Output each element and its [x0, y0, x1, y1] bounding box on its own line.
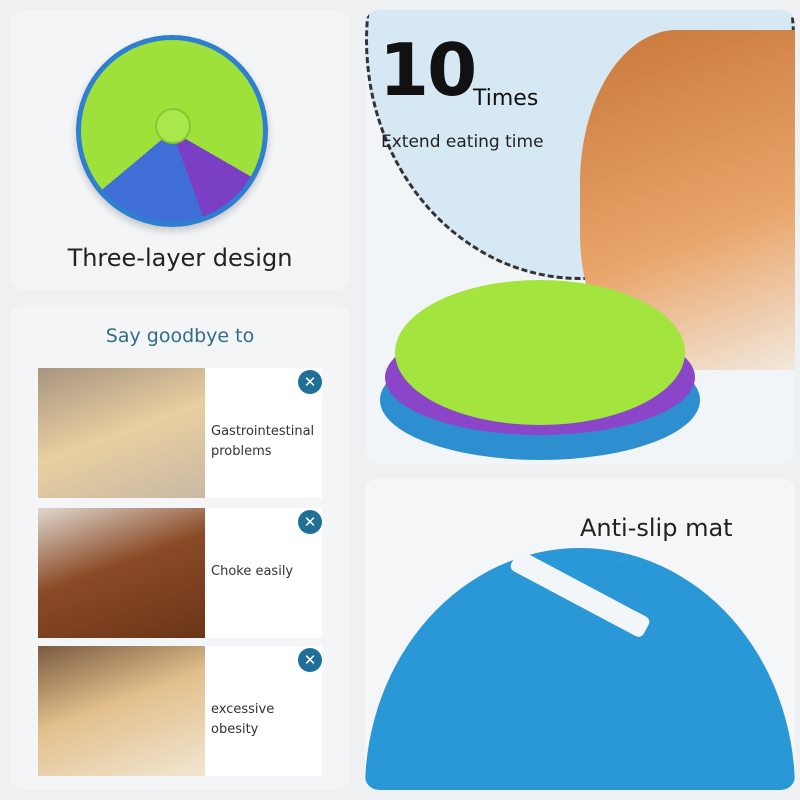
close-icon: ✕ — [298, 648, 322, 672]
item-label: Gastrointestinal problems — [211, 424, 315, 459]
extend-eating-time-text: Extend eating time — [381, 132, 544, 152]
yawning-dog-photo — [38, 508, 205, 638]
bowl-green-layer — [395, 280, 685, 425]
item-label: excessive obesity — [211, 702, 275, 737]
list-item: ✕ Choke easily — [38, 508, 322, 638]
say-goodbye-title: Say goodbye to — [105, 325, 255, 347]
three-layer-panel: Three-layer design — [10, 10, 350, 290]
list-item: ✕ Gastrointestinal problems — [38, 368, 322, 498]
times-unit: Times — [473, 86, 539, 111]
bowl-top-view-image — [76, 35, 268, 227]
list-item: ✕ excessive obesity — [38, 646, 322, 776]
anti-slip-panel: Anti-slip mat — [365, 478, 795, 790]
anti-slip-caption: Anti-slip mat — [580, 514, 733, 542]
times-number: 10 — [379, 28, 477, 112]
fat-dog-photo — [38, 646, 205, 776]
say-goodbye-panel: Say goodbye to ✕ Gastrointestinal problem… — [10, 305, 350, 790]
puppy-photo — [38, 368, 205, 498]
three-layer-caption: Three-layer design — [67, 244, 293, 272]
close-icon: ✕ — [298, 510, 322, 534]
close-icon: ✕ — [298, 370, 322, 394]
eating-time-panel: 10 Times Extend eating time — [365, 10, 795, 465]
item-label: Choke easily — [211, 564, 294, 579]
